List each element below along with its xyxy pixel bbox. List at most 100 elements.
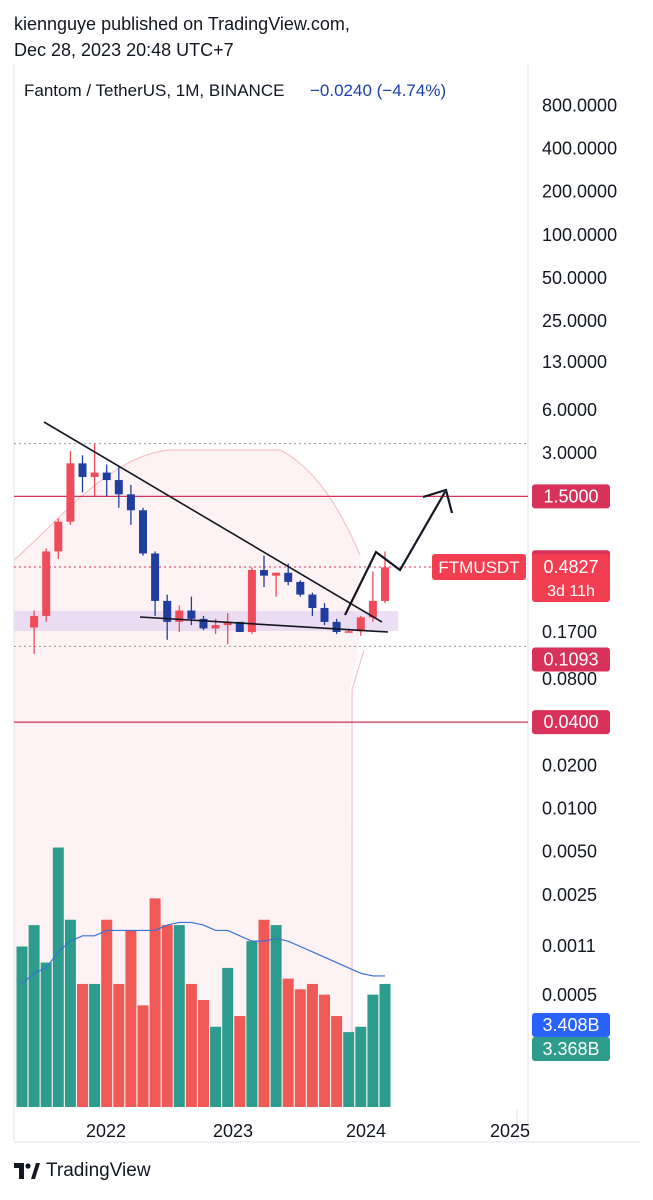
y-tick-label: 200.0000 [542,182,617,202]
volume-bar [161,925,173,1107]
y-tick-label: 13.0000 [542,352,607,372]
y-tick-label: 0.0800 [542,669,597,689]
candle-body [320,607,329,622]
band-lower [351,649,365,1105]
chart-title: Fantom / TetherUS, 1M, BINANCE [24,81,284,100]
candle-body [272,572,281,576]
candle-body [356,617,365,632]
volume-bar [222,967,234,1107]
countdown-text: 3d 11h [547,583,595,600]
volume-bar [246,941,258,1107]
volume-bar [306,983,318,1107]
volume-bar [16,946,28,1107]
x-tick-label: 2022 [86,1121,126,1141]
tradingview-footer: TradingView [14,1160,151,1182]
volume-bar [355,1026,367,1107]
y-tick-label: 0.0025 [542,885,597,905]
y-tick-label: 25.0000 [542,311,607,331]
volume-bar [173,925,185,1107]
candle-body [163,600,172,622]
candle-body [199,618,208,629]
volume-label-box [532,1037,610,1061]
volume-bar [125,930,137,1107]
candle-body [66,463,75,522]
candle-body [332,621,341,632]
volume-label: 3.368B [542,1039,599,1059]
candle-body [175,610,184,622]
volume-bar [149,898,161,1107]
y-tick-label: 100.0000 [542,225,617,245]
y-tick-label: 3.0000 [542,443,597,463]
last-price-text: 0.4827 [543,557,598,577]
y-tick-label: 0.0100 [542,798,597,818]
volume-bar [185,983,197,1107]
volume-bar [270,925,282,1107]
volume-bar [331,1016,343,1107]
price-label-box [532,484,610,509]
candle-body [151,553,160,601]
volume-bar [137,1005,149,1107]
candle-body [30,615,39,628]
volume-bar [77,983,88,1107]
candle-body [211,625,220,629]
volume-bar [28,925,40,1107]
volume-bar [367,994,379,1107]
y-tick-label: 0.0005 [542,985,597,1005]
candle-body [247,570,256,632]
candle-body [344,631,353,633]
candle-body [102,472,111,481]
candle-body [308,594,317,608]
volume-bar [198,1000,209,1107]
x-tick-label: 2024 [346,1121,386,1141]
band-upper [13,449,361,561]
y-tick-label: 0.0011 [542,936,596,956]
candle-body [368,600,377,618]
candle-body [90,472,99,477]
price-label-text: 1.5000 [543,486,598,506]
y-tick-label: 400.0000 [542,139,617,159]
candle-body [260,570,268,576]
volume-bar [40,962,52,1107]
projection-arrow-head[interactable] [422,488,454,514]
x-tick-label: 2023 [213,1121,253,1141]
volume-bar [101,919,113,1107]
volume-bar [294,989,306,1107]
symbol-tag [432,554,526,581]
candle-body [284,572,293,582]
trendline-resistance[interactable] [43,421,383,623]
volume-bar [234,1016,246,1107]
candle-body [42,551,51,616]
candle-body [78,463,87,477]
volume-bar [52,847,64,1107]
footer-brand: TradingView [46,1160,151,1181]
price-label-text: 0.1093 [543,650,598,670]
trendline-support[interactable] [139,616,389,633]
volume-bar [64,919,76,1107]
candle-body [381,567,389,601]
y-tick-label: 6.0000 [542,400,597,420]
volume-ma-label-box [532,1013,610,1037]
volume-ma-line [21,921,385,985]
candle-body [54,521,63,552]
x-tick-label: 2025 [490,1121,530,1141]
y-tick-label: 50.0000 [542,268,607,288]
candle-body [139,510,147,554]
volume-bar [210,1026,222,1107]
candle-body [223,621,232,626]
volume-bar [258,919,270,1107]
volume-bar [89,983,101,1107]
candle-body [126,494,135,511]
y-tick-label: 0.1700 [542,622,597,642]
projection-arrow[interactable] [344,491,446,616]
y-tick-label: 0.0050 [542,842,597,862]
publisher-line: kiennguye published on TradingView.com, [14,14,350,34]
volume-bar [379,983,391,1107]
candle-body [296,581,305,595]
publish-date: Dec 28, 2023 20:48 UTC+7 [14,40,234,60]
y-tick-label: 0.0200 [542,755,597,775]
volume-bar [113,983,125,1107]
volume-bar [343,1032,355,1107]
last-price-box [532,554,610,603]
price-change: −0.0240 (−4.74%) [310,81,446,100]
